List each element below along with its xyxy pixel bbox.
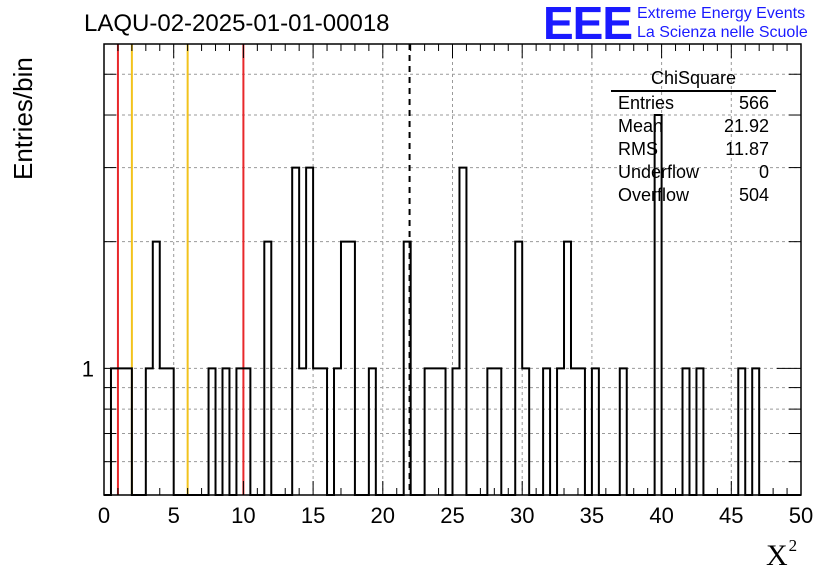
x-axis-label-main: X (766, 539, 788, 572)
histogram-bin (557, 368, 564, 495)
histogram-bin (752, 368, 759, 495)
histogram-bin (160, 368, 167, 495)
histogram-bin (313, 368, 320, 495)
histogram-bin (209, 368, 216, 495)
histogram-bin (146, 368, 153, 495)
histogram-bin (292, 168, 299, 495)
stats-value: 0 (758, 162, 769, 182)
histogram-bin (153, 242, 160, 495)
stats-value: 21.92 (723, 116, 769, 136)
histogram-bin (299, 368, 306, 495)
stats-value: 11.87 (725, 139, 769, 159)
histogram-bin (564, 242, 571, 495)
histogram-bin (425, 368, 432, 495)
histogram-bin (522, 368, 529, 495)
stats-value: 504 (738, 185, 769, 205)
x-tick-label: 30 (510, 503, 534, 528)
histogram-bin (167, 368, 174, 495)
histogram-bin (459, 168, 466, 495)
eee-logo: EEE (543, 0, 633, 49)
x-tick-label: 40 (649, 503, 673, 528)
histogram-bin (620, 368, 627, 495)
histogram-bin (369, 368, 376, 495)
histogram-bin (264, 242, 271, 495)
histogram-bin (515, 242, 522, 495)
stats-label: Underflow (618, 162, 700, 182)
histogram-bin (578, 368, 585, 495)
x-tick-label: 45 (719, 503, 743, 528)
histogram-bin (487, 368, 494, 495)
stats-row-underflow: Underflow 0 (611, 161, 776, 184)
histogram-bin (243, 368, 250, 495)
histogram-bin (439, 368, 446, 495)
histogram-bin (118, 368, 125, 495)
stats-title: ChiSquare (611, 66, 776, 92)
histogram-bin (453, 368, 460, 495)
histogram-bin (494, 368, 501, 495)
histogram-bin (432, 368, 439, 495)
histogram-bin (404, 242, 411, 495)
histogram-bin (222, 368, 229, 495)
histogram-bin (696, 368, 703, 495)
histogram-bin (571, 368, 578, 495)
stats-label: Mean (618, 116, 664, 136)
x-tick-label: 0 (98, 503, 110, 528)
histogram-bin (683, 368, 690, 495)
x-tick-label: 5 (168, 503, 180, 528)
stats-box: ChiSquare Entries 566 Mean 21.92 RMS 11.… (611, 66, 776, 207)
histogram-bin (543, 368, 550, 495)
stats-label: Overflow (618, 185, 690, 205)
x-tick-label: 10 (231, 503, 255, 528)
histogram-bin (341, 242, 348, 495)
stats-row-mean: Mean 21.92 (611, 115, 776, 138)
x-axis-label: X2 (766, 536, 797, 573)
histogram-bin (348, 242, 355, 495)
stats-label: RMS (618, 139, 658, 159)
x-tick-label: 15 (301, 503, 325, 528)
histogram-bin (320, 368, 327, 495)
histogram-bin (306, 168, 313, 495)
y-axis-label: Entries/bin (8, 57, 38, 180)
histogram-bin (236, 368, 243, 495)
histogram-bin (125, 368, 132, 495)
x-tick-label: 20 (371, 503, 395, 528)
histogram-bin (592, 368, 599, 495)
x-axis-label-superscript: 2 (788, 536, 798, 555)
stats-row-rms: RMS 11.87 (611, 138, 776, 161)
x-tick-label: 35 (580, 503, 604, 528)
chart-title: LAQU-02-2025-01-01-00018 (84, 10, 390, 37)
eee-logo-text: Extreme Energy Events La Scienza nelle S… (637, 4, 808, 42)
stats-row-entries: Entries 566 (611, 92, 776, 115)
stats-label: Entries (618, 93, 675, 113)
x-tick-label: 25 (440, 503, 464, 528)
y-tick-label: 1 (82, 356, 94, 381)
stats-value: 566 (738, 93, 769, 113)
stats-row-overflow: Overflow 504 (611, 184, 776, 207)
histogram-bin (334, 368, 341, 495)
eee-logo-line2: La Scienza nelle Scuole (637, 24, 808, 41)
x-tick-label: 50 (789, 503, 813, 528)
eee-logo-line1: Extreme Energy Events (637, 5, 806, 22)
histogram-bin (738, 368, 745, 495)
